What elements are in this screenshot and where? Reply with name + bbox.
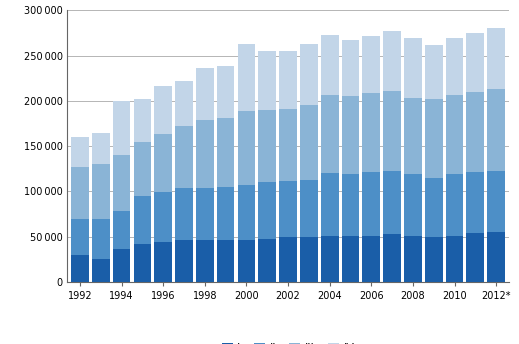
Bar <box>217 187 235 239</box>
Bar <box>217 66 235 118</box>
Bar <box>279 109 297 181</box>
Bar <box>467 33 484 92</box>
Bar <box>154 86 172 133</box>
Bar <box>133 99 151 142</box>
Bar <box>196 68 214 120</box>
Bar <box>279 181 297 237</box>
Bar <box>113 212 130 249</box>
Bar <box>92 132 110 164</box>
Bar <box>258 182 276 239</box>
Bar <box>487 232 505 282</box>
Bar <box>113 249 130 282</box>
Bar <box>404 174 422 236</box>
Bar <box>362 93 380 172</box>
Bar <box>425 99 443 178</box>
Bar <box>321 95 338 173</box>
Bar <box>71 167 89 219</box>
Bar <box>404 39 422 98</box>
Bar <box>425 237 443 282</box>
Bar <box>279 51 297 109</box>
Bar <box>196 239 214 282</box>
Bar <box>238 44 255 111</box>
Bar <box>446 96 463 174</box>
Bar <box>175 240 193 282</box>
Bar <box>238 239 255 282</box>
Bar <box>196 188 214 239</box>
Bar <box>300 44 318 105</box>
Bar <box>446 236 463 282</box>
Bar <box>300 105 318 180</box>
Bar <box>92 259 110 282</box>
Bar <box>71 137 89 167</box>
Bar <box>217 239 235 282</box>
Bar <box>133 244 151 282</box>
Bar <box>425 178 443 237</box>
Bar <box>467 92 484 172</box>
Bar <box>154 192 172 242</box>
Bar <box>342 40 359 96</box>
Bar <box>404 98 422 174</box>
Bar <box>258 110 276 182</box>
Bar <box>238 185 255 239</box>
Bar <box>258 51 276 110</box>
Bar <box>113 155 130 212</box>
Bar <box>175 81 193 126</box>
Bar <box>279 237 297 282</box>
Bar <box>467 172 484 233</box>
Bar <box>362 236 380 282</box>
Bar <box>487 28 505 89</box>
Bar <box>92 164 110 219</box>
Bar <box>425 45 443 99</box>
Legend: I, II, III, IV: I, II, III, IV <box>222 343 354 344</box>
Bar <box>342 174 359 236</box>
Bar <box>321 173 338 236</box>
Bar <box>217 118 235 187</box>
Bar <box>300 180 318 237</box>
Bar <box>487 171 505 232</box>
Bar <box>342 96 359 174</box>
Bar <box>238 111 255 185</box>
Bar <box>342 236 359 282</box>
Bar <box>300 237 318 282</box>
Bar <box>446 174 463 236</box>
Bar <box>175 126 193 188</box>
Bar <box>321 35 338 95</box>
Bar <box>467 233 484 282</box>
Bar <box>321 236 338 282</box>
Bar <box>362 36 380 93</box>
Bar <box>154 242 172 282</box>
Bar <box>71 255 89 282</box>
Bar <box>383 31 401 91</box>
Bar <box>154 133 172 192</box>
Bar <box>133 142 151 196</box>
Bar <box>92 219 110 259</box>
Bar <box>446 39 463 96</box>
Bar <box>362 172 380 236</box>
Bar <box>133 196 151 244</box>
Bar <box>383 91 401 171</box>
Bar <box>383 171 401 234</box>
Bar <box>71 219 89 255</box>
Bar <box>404 236 422 282</box>
Bar <box>487 89 505 171</box>
Bar <box>196 120 214 188</box>
Bar <box>383 234 401 282</box>
Bar <box>113 101 130 155</box>
Bar <box>258 239 276 282</box>
Bar <box>175 188 193 240</box>
